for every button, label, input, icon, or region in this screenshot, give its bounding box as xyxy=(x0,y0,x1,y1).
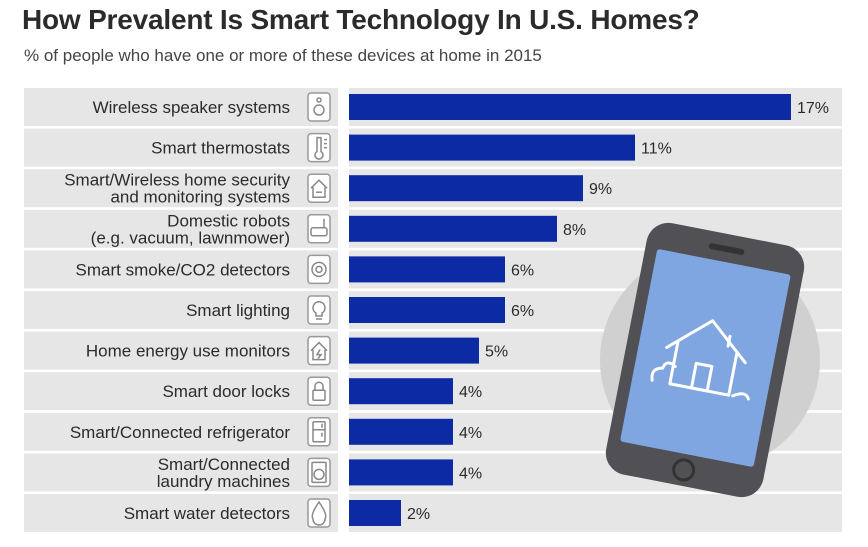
phone-home-button xyxy=(672,458,696,482)
refrigerator-icon xyxy=(307,417,331,447)
value-label: 4% xyxy=(459,384,482,401)
bar xyxy=(349,500,401,526)
bar xyxy=(349,215,557,242)
row-band xyxy=(24,250,338,289)
padlock-icon xyxy=(307,376,331,406)
row-band xyxy=(24,494,338,532)
category-label: Smart/Connected xyxy=(158,455,290,474)
category-label: Smart/Wireless home security xyxy=(64,171,290,190)
category-label: Wireless speaker systems xyxy=(93,98,290,117)
category-label: Smart lighting xyxy=(186,301,290,320)
row-band xyxy=(24,331,338,370)
row-band xyxy=(24,169,338,208)
thermometer-icon xyxy=(307,132,331,163)
value-label: 5% xyxy=(485,344,508,361)
value-label: 6% xyxy=(511,303,534,320)
washing-machine-icon xyxy=(307,457,331,488)
category-label: Domestic robots xyxy=(167,211,290,230)
phone-speaker-slot xyxy=(708,243,745,255)
row-band xyxy=(24,209,338,248)
chart-title: How Prevalent Is Smart Technology In U.S… xyxy=(22,4,700,35)
energy-monitor-icon xyxy=(307,335,331,366)
bar xyxy=(349,418,453,445)
smoke-detector-icon xyxy=(307,254,331,285)
value-label: 17% xyxy=(797,100,829,117)
category-label: Smart door locks xyxy=(162,382,290,401)
bar xyxy=(349,256,505,283)
value-label: 4% xyxy=(459,425,482,442)
robot-vacuum-icon xyxy=(307,214,331,244)
row-band xyxy=(24,453,338,492)
value-label: 9% xyxy=(589,181,612,198)
category-label: Home energy use monitors xyxy=(86,342,290,361)
value-label: 4% xyxy=(459,465,482,482)
smartphone-illustration xyxy=(600,222,820,498)
category-label: Smart thermostats xyxy=(151,139,290,158)
value-label: 6% xyxy=(511,262,534,279)
bar xyxy=(349,134,635,161)
row-band xyxy=(349,494,842,532)
bar xyxy=(349,175,583,202)
value-label: 11% xyxy=(641,141,672,158)
row-band xyxy=(24,88,338,126)
home-security-icon xyxy=(307,173,331,203)
category-label: Smart/Connected refrigerator xyxy=(70,423,290,442)
category-label: (e.g. vacuum, lawnmower) xyxy=(91,228,290,247)
category-label: and monitoring systems xyxy=(110,188,290,207)
bar xyxy=(349,378,453,405)
row-band xyxy=(24,372,338,411)
speaker-icon xyxy=(307,92,331,122)
category-label: Smart water detectors xyxy=(124,504,290,523)
category-label: Smart smoke/CO2 detectors xyxy=(76,260,290,279)
row-band xyxy=(24,412,338,451)
value-label: 8% xyxy=(563,222,586,239)
phone-screen xyxy=(620,249,791,467)
bar xyxy=(349,297,505,323)
bar xyxy=(349,459,453,486)
chart-subtitle: % of people who have one or more of thes… xyxy=(24,46,542,65)
water-drop-icon xyxy=(307,498,331,528)
value-label: 2% xyxy=(407,506,430,523)
bar xyxy=(349,337,479,364)
lightbulb-icon xyxy=(307,295,331,325)
bar xyxy=(349,94,791,120)
smart-home-icon xyxy=(650,319,750,401)
smartphone-icon xyxy=(605,222,805,498)
row-band xyxy=(24,128,338,167)
category-label: laundry machines xyxy=(157,472,290,491)
row-band xyxy=(24,291,338,329)
